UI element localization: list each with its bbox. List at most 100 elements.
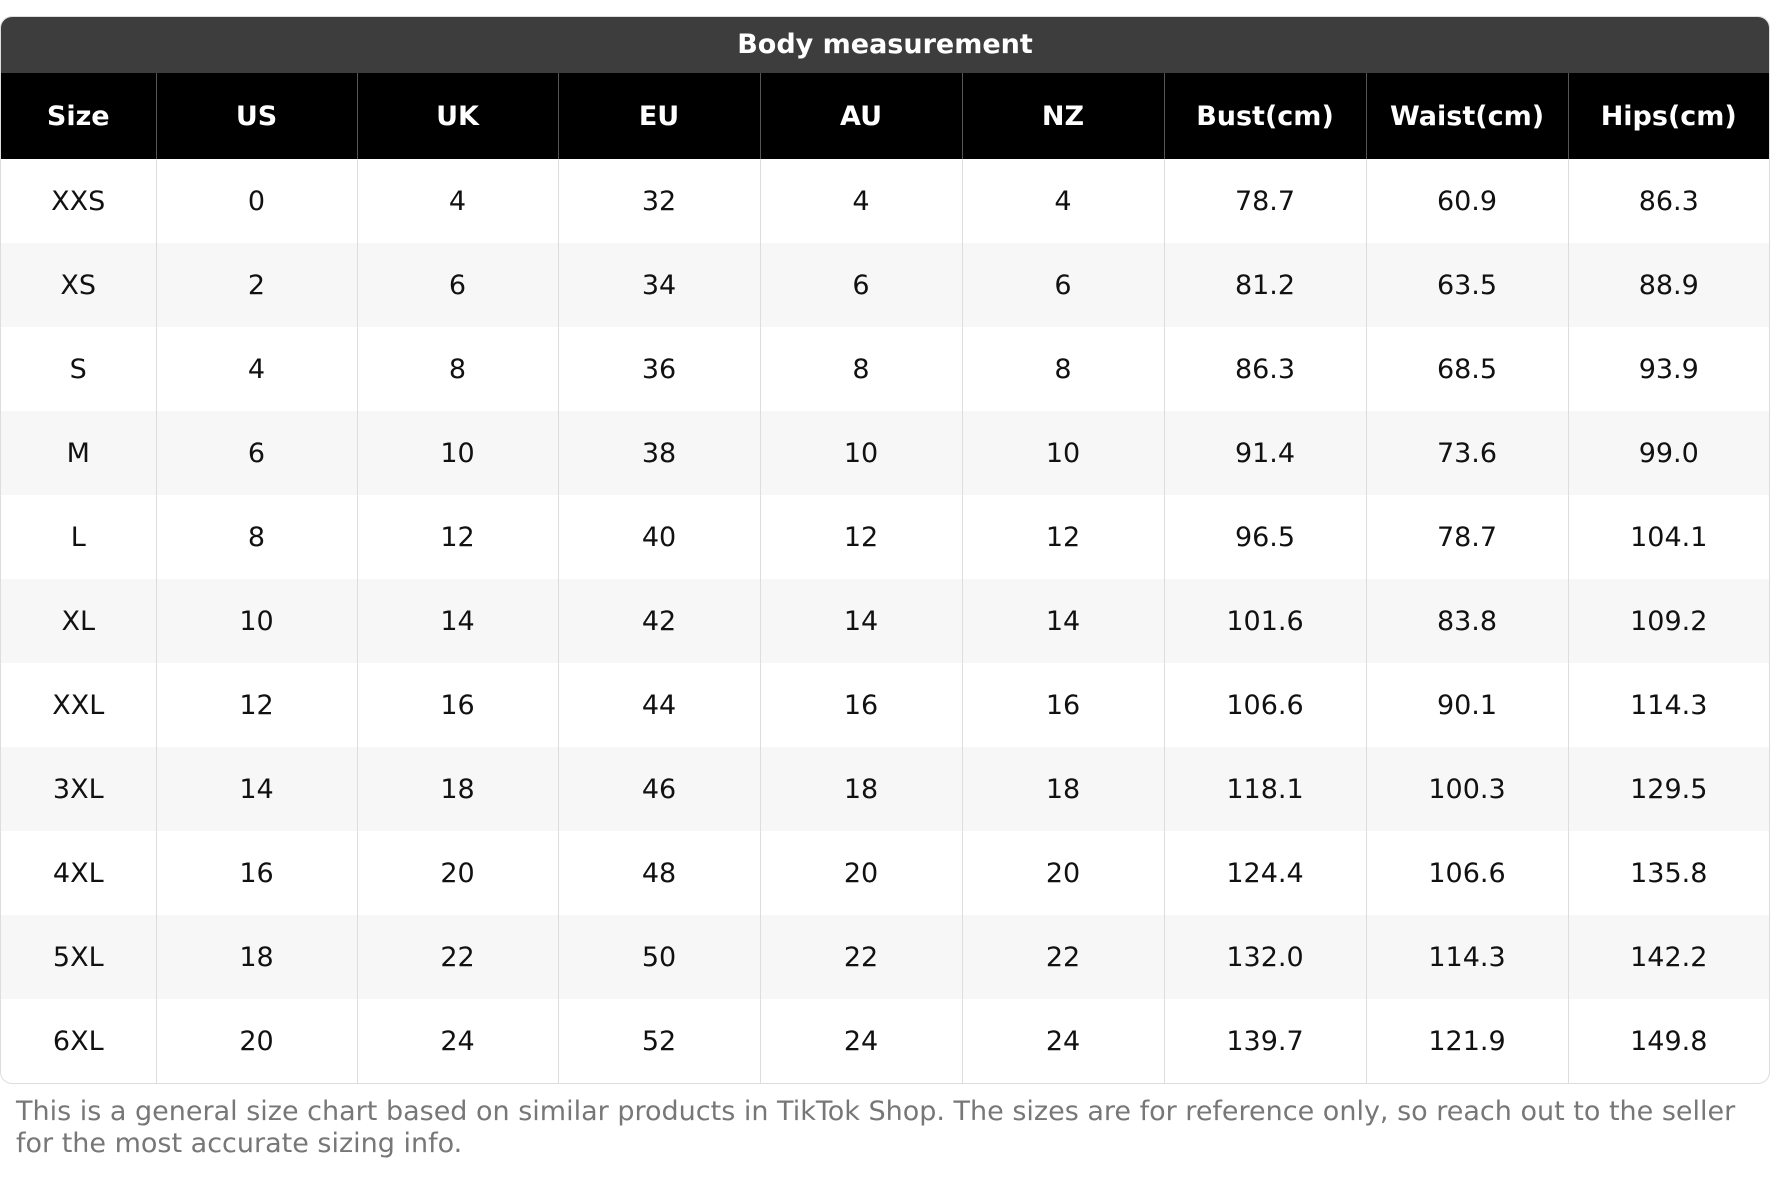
table-cell: XS [1, 243, 156, 327]
table-cell: 6XL [52, 1025, 104, 1057]
table-cell: M [1, 411, 156, 495]
table-cell: 109.2 [1567, 579, 1769, 663]
table-row: L 8 12 40 12 12 96.5 78.7 104.1 [1, 495, 1769, 579]
table-cell: 4 [759, 159, 962, 243]
table-cell: 114.3 [1365, 915, 1568, 999]
table-cell: 20 [961, 831, 1164, 915]
footnote: This is a general size chart based on si… [16, 1096, 1736, 1159]
table-cell: 135.8 [1567, 831, 1769, 915]
table-cell: 44 [557, 663, 760, 747]
table-cell: 24 [759, 999, 962, 1083]
table-cell: S [69, 353, 87, 385]
table-cell: 81.2 [1163, 243, 1366, 327]
table-cell: 0 [155, 159, 357, 243]
table-cell: 20 [759, 831, 962, 915]
table-cell: 2 [155, 243, 357, 327]
table-cell: 10 [759, 411, 962, 495]
table-cell: 12 [155, 663, 357, 747]
column-header: Bust(cm) [1163, 73, 1366, 159]
size-table: Size US UK EU AU NZ Bust(cm) Waist(cm) Hips(cm) … [1, 73, 1769, 1083]
table-cell: 99.0 [1567, 411, 1769, 495]
table-cell: 42 [557, 579, 760, 663]
table-cell: 10 [155, 579, 357, 663]
table-cell: 18 [155, 915, 357, 999]
table-cell: 78.7 [1365, 495, 1568, 579]
table-cell: 83.8 [1365, 579, 1568, 663]
table-cell: 16 [155, 831, 357, 915]
table-cell: 5XL [1, 915, 156, 999]
table-row: 3XL 14 18 46 18 18 118.1 100.3 129.5 [1, 747, 1769, 831]
table-cell: 101.6 [1163, 579, 1366, 663]
table-cell: 22 [759, 915, 962, 999]
table-cell: 20 [155, 999, 357, 1083]
table-cell: 6 [155, 411, 357, 495]
column-header: EU [557, 73, 760, 159]
table-cell: 121.9 [1365, 999, 1568, 1083]
table-cell: 88.9 [1567, 243, 1769, 327]
table-cell: 12 [356, 495, 558, 579]
table-cell: 118.1 [1163, 747, 1366, 831]
table-cell: 68.5 [1365, 327, 1568, 411]
column-header: US [155, 73, 357, 159]
table-cell: 8 [356, 327, 558, 411]
table-cell: 60.9 [1365, 159, 1568, 243]
table-title: Body measurement [1, 17, 1769, 73]
table-cell: 132.0 [1163, 915, 1366, 999]
table-cell: 142.2 [1567, 915, 1769, 999]
table-cell: XXS [51, 185, 106, 217]
table-cell: 52 [557, 999, 760, 1083]
table-cell: 114.3 [1567, 663, 1769, 747]
table-cell: 40 [557, 495, 760, 579]
table-cell: 3XL [1, 747, 156, 831]
table-cell: 36 [557, 327, 760, 411]
table-cell: 10 [961, 411, 1164, 495]
table-cell: 50 [557, 915, 760, 999]
table-cell: 16 [356, 663, 558, 747]
table-cell: 18 [356, 747, 558, 831]
column-header: AU [759, 73, 962, 159]
table-cell: 14 [759, 579, 962, 663]
table-cell: 6 [356, 243, 558, 327]
table-cell: 34 [557, 243, 760, 327]
table-row: S 4 8 36 8 8 86.3 68.5 93.9 [1, 327, 1769, 411]
table-cell: 149.8 [1567, 999, 1769, 1083]
table-cell: 24 [961, 999, 1164, 1083]
table-cell: XXL [52, 689, 105, 721]
column-header: Size [1, 73, 156, 159]
table-cell: 4 [961, 159, 1164, 243]
table-row: XXS 0 4 32 4 4 78.7 60.9 86.3 [1, 159, 1769, 243]
table-cell: 14 [155, 747, 357, 831]
table-cell: 6 [759, 243, 962, 327]
table-cell: 104.1 [1567, 495, 1769, 579]
table-cell: 22 [356, 915, 558, 999]
table-row: XS 2 6 34 6 6 81.2 63.5 88.9 [1, 243, 1769, 327]
table-cell: L [70, 521, 86, 553]
table-cell: 91.4 [1163, 411, 1366, 495]
table-cell: 16 [961, 663, 1164, 747]
table-cell: 6 [961, 243, 1164, 327]
table-cell: 124.4 [1163, 831, 1366, 915]
table-row: XXL 12 16 44 16 16 106.6 90.1 114.3 [1, 663, 1769, 747]
table-cell: 4 [155, 327, 357, 411]
table-row: 4XL 16 20 48 20 20 124.4 106.6 135.8 [1, 831, 1769, 915]
table-cell: 38 [557, 411, 760, 495]
table-cell: 18 [961, 747, 1164, 831]
table-cell: 32 [557, 159, 760, 243]
table-cell: 4 [356, 159, 558, 243]
table-cell: 20 [356, 831, 558, 915]
table-cell: 16 [759, 663, 962, 747]
table-row: 6XL 20 24 52 24 24 139.7 121.9 149.8 [1, 999, 1769, 1083]
table-cell: 129.5 [1567, 747, 1769, 831]
table-cell: 14 [961, 579, 1164, 663]
table-cell: 8 [155, 495, 357, 579]
table-cell: 86.3 [1567, 159, 1769, 243]
column-header: Hips(cm) [1567, 73, 1769, 159]
table-cell: 48 [557, 831, 760, 915]
table-cell: 22 [961, 915, 1164, 999]
table-cell: 12 [961, 495, 1164, 579]
table-row: XL 10 14 42 14 14 101.6 83.8 109.2 [1, 579, 1769, 663]
table-cell: 12 [759, 495, 962, 579]
column-header: NZ [961, 73, 1164, 159]
table-cell: 24 [356, 999, 558, 1083]
column-header: Waist(cm) [1365, 73, 1568, 159]
